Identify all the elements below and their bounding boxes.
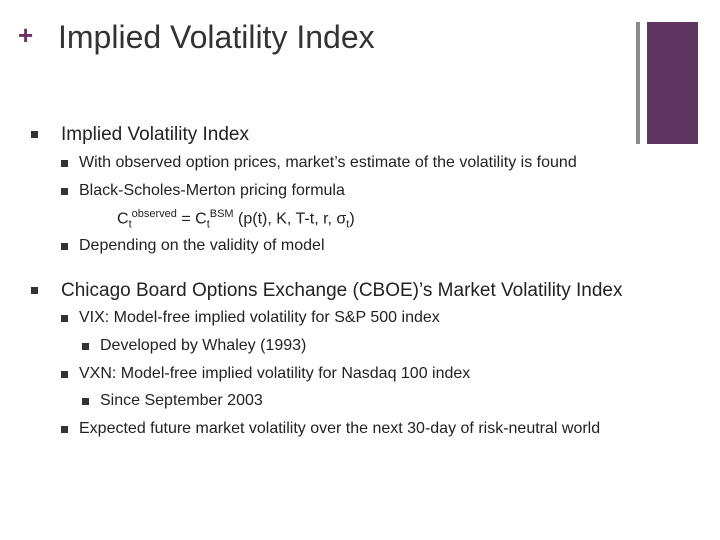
bullet-icon	[61, 188, 68, 195]
section2-heading: Chicago Board Options Exchange (CBOE)’s …	[61, 280, 623, 301]
bullet-icon	[31, 131, 38, 138]
list-item: Black-Scholes-Merton pricing formula	[79, 182, 345, 199]
bullet-icon	[61, 160, 68, 167]
decorative-thin-bar	[636, 22, 640, 144]
bullet-icon	[82, 343, 89, 350]
bullet-icon	[61, 315, 68, 322]
formula: Ctobserved = CtBSM (p(t), K, T-t, r, σt)	[117, 208, 355, 231]
list-item: VIX: Model-free implied volatility for S…	[79, 309, 440, 326]
bullet-icon	[61, 371, 68, 378]
section1-heading: Implied Volatility Index	[61, 124, 249, 145]
bullet-icon	[82, 398, 89, 405]
sub-list-item: Developed by Whaley (1993)	[100, 337, 307, 354]
list-item: With observed option prices, market’s es…	[79, 154, 577, 171]
list-item: Expected future market volatility over t…	[79, 420, 601, 437]
sub-list-item: Since September 2003	[100, 392, 263, 409]
plus-icon: +	[18, 20, 34, 50]
decorative-accent-bar	[647, 22, 698, 144]
list-item: VXN: Model-free implied volatility for N…	[79, 365, 471, 382]
bullet-icon	[61, 426, 68, 433]
list-item: Depending on the validity of model	[79, 237, 325, 254]
bullet-icon	[61, 243, 68, 250]
bullet-icon	[31, 287, 38, 294]
slide-title: Implied Volatility Index	[58, 19, 375, 55]
